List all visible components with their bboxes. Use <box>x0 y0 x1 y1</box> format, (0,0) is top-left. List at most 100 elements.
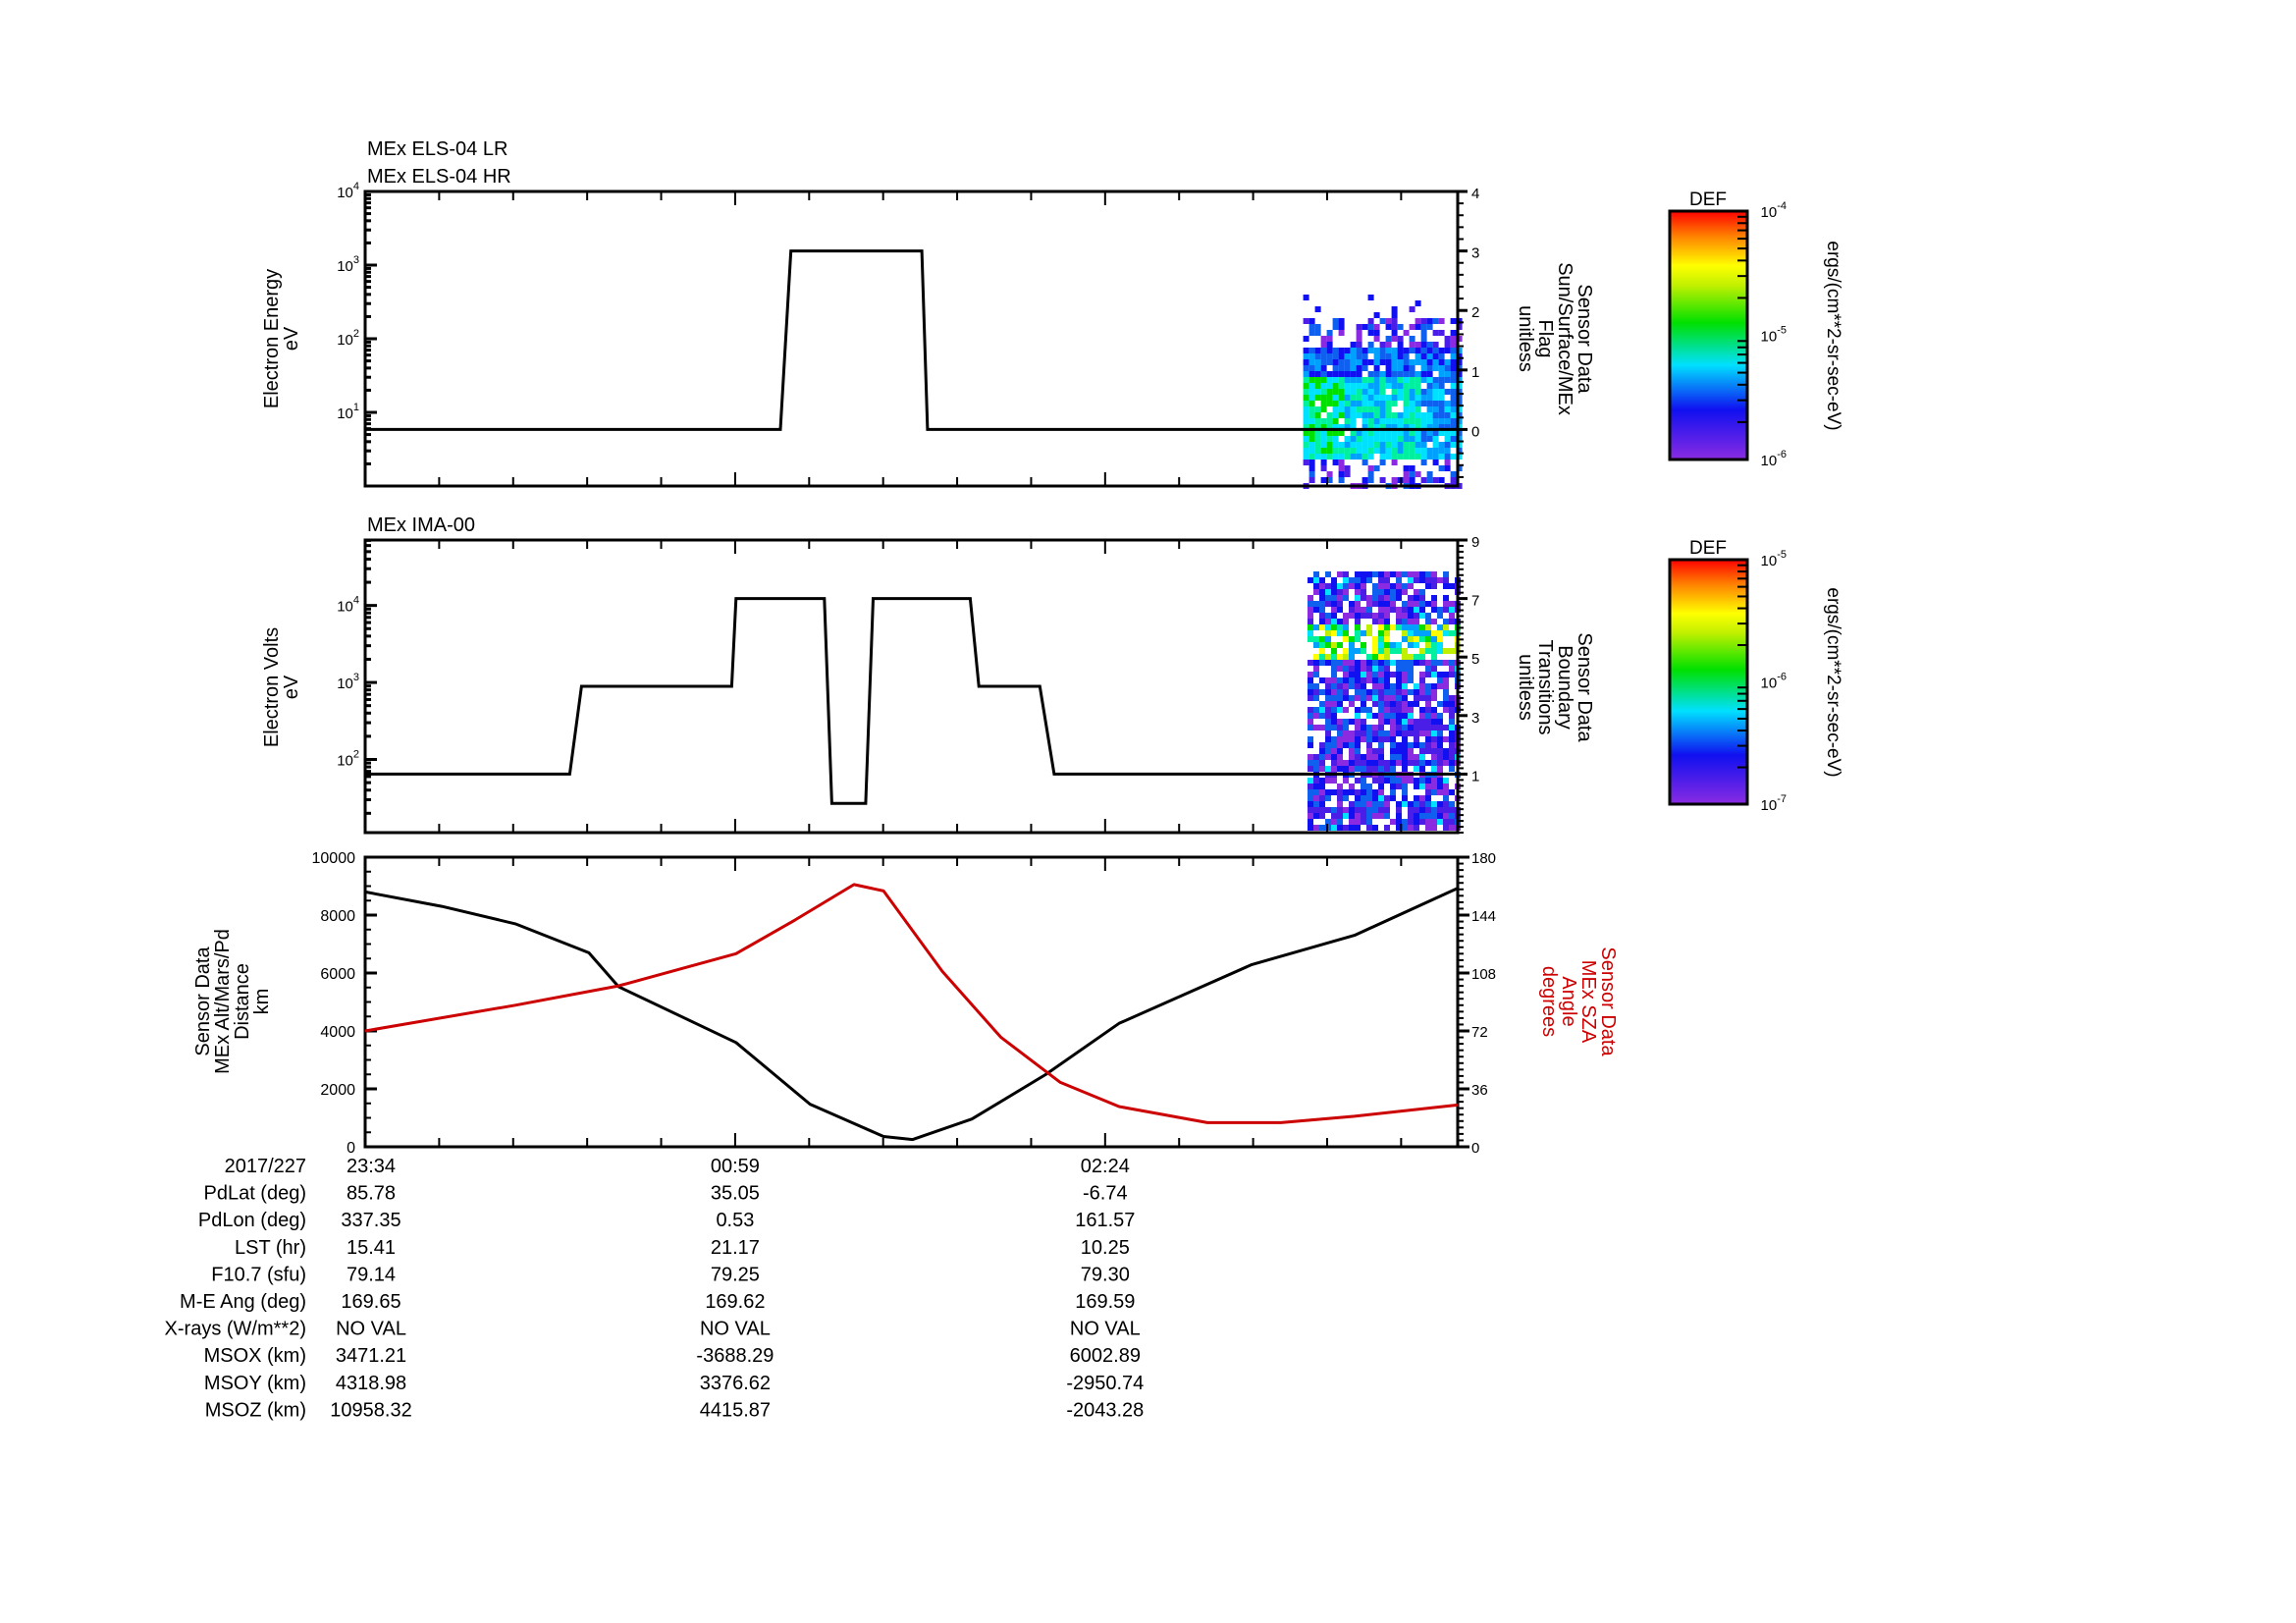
spectrogram-cell <box>1438 418 1445 424</box>
spectrogram-cell <box>1384 660 1390 666</box>
spectrogram-cell <box>1409 418 1415 424</box>
spectrogram-cell <box>1385 442 1392 448</box>
spectrogram-cell <box>1362 401 1368 406</box>
spectrogram-cell <box>1349 819 1355 825</box>
spectrogram-cell <box>1419 760 1425 766</box>
spectrogram-cell <box>1379 353 1386 359</box>
spectrogram-cell <box>1338 465 1345 471</box>
colorbar1 <box>1668 209 1749 461</box>
spectrogram-cell <box>1408 607 1414 613</box>
spectrogram-cell <box>1419 571 1425 577</box>
spectrogram-cell <box>1356 383 1362 389</box>
spectrogram-cell <box>1444 377 1451 383</box>
spectrogram-cell <box>1450 318 1457 324</box>
spectrogram-cell <box>1366 654 1372 660</box>
spectrogram-cell <box>1402 666 1408 672</box>
spectrogram-cell <box>1355 730 1361 736</box>
spectrogram-cell <box>1449 742 1455 748</box>
spectrogram-cell <box>1431 754 1437 760</box>
spectrogram-cell <box>1437 801 1443 807</box>
spectrogram-cell <box>1367 330 1374 336</box>
spectrogram-cell <box>1308 359 1315 365</box>
spectrogram-cell <box>1350 436 1357 442</box>
spectrogram-cell <box>1367 377 1374 383</box>
spectrogram-cell <box>1338 406 1345 412</box>
spectrogram-cell <box>1426 371 1433 377</box>
spectrogram-cell <box>1349 683 1355 689</box>
spectrogram-cell <box>1349 642 1355 648</box>
spectrogram-cell <box>1378 577 1384 583</box>
spectrogram-cell <box>1403 359 1410 365</box>
spectrogram-cell <box>1326 412 1333 418</box>
spectrogram-cell <box>1438 412 1445 418</box>
spectrogram-cell <box>1361 648 1366 654</box>
spectrogram-cell <box>1338 448 1345 454</box>
spectrogram-cell <box>1425 719 1431 725</box>
spectrogram-cell <box>1308 324 1315 330</box>
spectrogram-cell <box>1419 719 1425 725</box>
spectrogram-cell <box>1425 707 1431 713</box>
spectrogram-cell <box>1355 719 1361 725</box>
spectrogram-cell <box>1385 371 1392 377</box>
spectrogram-cell <box>1384 677 1390 683</box>
spectrogram-cell <box>1415 342 1421 348</box>
spectrogram-cell <box>1343 613 1349 619</box>
spectrogram-cell <box>1425 807 1431 813</box>
ephemeris-row-label: MSOX (km) <box>204 1345 306 1367</box>
spectrogram-cell <box>1308 801 1313 807</box>
spectrogram-cell <box>1320 401 1327 406</box>
spectrogram-cell <box>1355 607 1361 613</box>
spectrogram-cell <box>1332 418 1339 424</box>
spectrogram-cell <box>1409 454 1415 460</box>
spectrogram-cell <box>1426 436 1433 442</box>
spectrogram-cell <box>1344 359 1351 365</box>
spectrogram-cell <box>1366 689 1372 695</box>
spectrogram-cell <box>1313 577 1319 583</box>
spectrogram-cell <box>1349 748 1355 754</box>
spectrogram-cell <box>1456 465 1463 471</box>
ephemeris-row-label: M-E Ang (deg) <box>180 1291 306 1313</box>
spectrogram-cell <box>1396 801 1402 807</box>
colorbar2-tick-label: 10-6 <box>1761 672 1787 692</box>
spectrogram-cell <box>1408 595 1414 601</box>
y2-tick-label: 0 <box>1471 1140 1479 1157</box>
spectrogram-cell <box>1425 619 1431 624</box>
spectrogram-cell <box>1361 689 1366 695</box>
spectrogram-cell <box>1384 672 1390 677</box>
spectrogram-cell <box>1362 324 1368 330</box>
spectrogram-cell <box>1437 577 1443 583</box>
spectrogram-cell <box>1414 825 1419 831</box>
spectrogram-cell <box>1443 701 1449 707</box>
spectrogram-cell <box>1337 748 1343 754</box>
spectrogram-cell <box>1337 819 1343 825</box>
spectrogram-cell <box>1437 754 1443 760</box>
spectrogram-cell <box>1385 359 1392 365</box>
spectrogram-cell <box>1303 430 1309 436</box>
spectrogram-cell <box>1308 607 1313 613</box>
spectrogram-cell <box>1379 412 1386 418</box>
ephemeris-value: 169.59 <box>1075 1291 1135 1313</box>
spectrogram-cell <box>1390 642 1396 648</box>
spectrogram-cell <box>1308 477 1315 483</box>
spectrogram-cell <box>1390 784 1396 789</box>
spectrogram-cell <box>1356 395 1362 401</box>
spectrogram-cell <box>1314 330 1321 336</box>
spectrogram-cell <box>1415 371 1421 377</box>
spectrogram-cell <box>1338 454 1345 460</box>
spectrogram-cell <box>1437 819 1443 825</box>
spectrogram-cell <box>1419 654 1425 660</box>
spectrogram-cell <box>1350 401 1357 406</box>
spectrogram-cell <box>1331 748 1337 754</box>
spectrogram-cell <box>1320 359 1327 365</box>
spectrogram-cell <box>1450 424 1457 430</box>
spectrogram-cell <box>1408 636 1414 642</box>
spectrogram-cell <box>1332 448 1339 454</box>
spectrogram-cell <box>1343 742 1349 748</box>
spectrogram-cell <box>1372 589 1378 595</box>
spectrogram-cell <box>1420 401 1427 406</box>
spectrogram-cell <box>1431 748 1437 754</box>
spectrogram-cell <box>1372 595 1378 601</box>
spectrogram-cell <box>1408 677 1414 683</box>
y2-tick-label: 3 <box>1471 710 1479 727</box>
spectrogram-cell <box>1361 719 1366 725</box>
